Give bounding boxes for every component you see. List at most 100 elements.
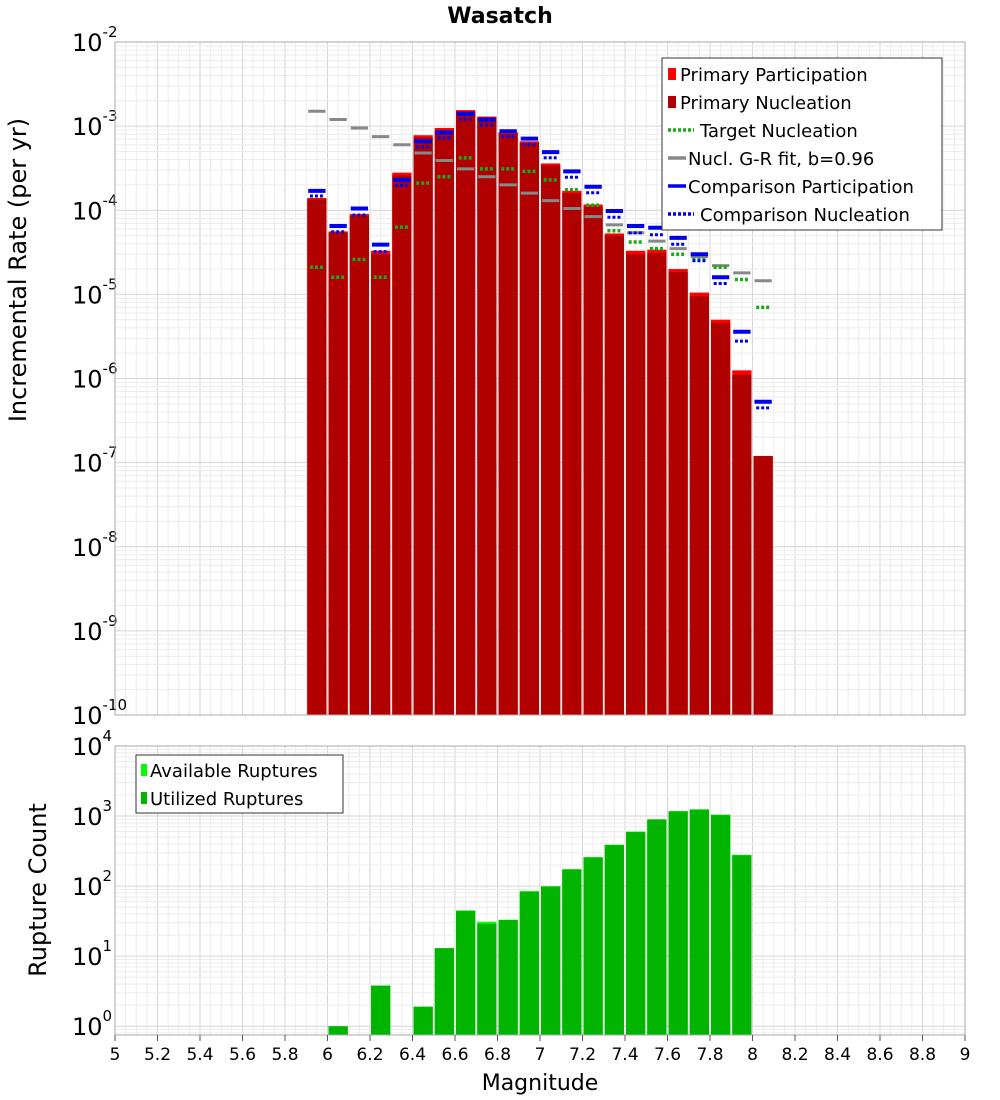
bar-utilized-ruptures: [413, 1006, 433, 1035]
y-tick-label: 103: [72, 797, 112, 831]
y-tick-label: 10-6: [72, 360, 118, 394]
bar-primary-nucleation: [583, 206, 603, 716]
y-tick-base: 10: [72, 943, 103, 971]
bar-primary-nucleation: [307, 199, 327, 716]
bar-primary-nucleation: [541, 165, 561, 716]
x-tick-label: 5: [110, 1045, 121, 1065]
y-tick-label: 100: [72, 1007, 112, 1041]
y-tick-exponent: 4: [103, 727, 113, 745]
markers: [308, 109, 772, 410]
bar-utilized-ruptures: [434, 948, 454, 1035]
y-tick-label: 10-3: [72, 107, 118, 141]
y-tick-exponent: -4: [103, 191, 118, 209]
bar-primary-nucleation: [328, 232, 348, 715]
bar-utilized-ruptures: [732, 855, 752, 1035]
y-tick-base: 10: [72, 450, 103, 478]
legend-swatch: [668, 96, 676, 108]
y-tick-exponent: 1: [103, 937, 113, 955]
y-tick-exponent: -9: [103, 612, 118, 630]
legend-label: Comparison Nucleation: [700, 205, 910, 226]
y-tick-base: 10: [72, 281, 103, 309]
legend-label: Primary Nucleation: [680, 93, 852, 114]
legend-label: Utilized Ruptures: [150, 789, 303, 810]
incremental-rate-panel: 10-1010-910-810-710-610-510-410-310-2Inc…: [4, 23, 966, 730]
y-tick-exponent: -5: [103, 275, 118, 293]
y-tick-label: 10-9: [72, 612, 118, 646]
bar-utilized-ruptures: [519, 891, 539, 1035]
bar-primary-nucleation: [477, 117, 497, 716]
legend-box: [135, 754, 344, 814]
chart-title: Wasatch: [447, 4, 553, 29]
legend-label: Available Ruptures: [150, 761, 318, 782]
y-tick-base: 10: [72, 113, 103, 141]
bar-primary-nucleation: [689, 296, 709, 715]
y-tick-base: 10: [72, 618, 103, 646]
bar-utilized-ruptures: [668, 811, 688, 1035]
y-tick-base: 10: [72, 733, 103, 761]
bar-utilized-ruptures: [689, 809, 709, 1035]
y-tick-base: 10: [72, 702, 103, 730]
x-tick-label: 6: [322, 1045, 333, 1065]
legend-label: Target Nucleation: [699, 121, 858, 142]
y-tick-base: 10: [72, 534, 103, 562]
bar-utilized-ruptures: [562, 869, 582, 1035]
bar-utilized-ruptures: [647, 819, 667, 1035]
bar-primary-nucleation: [668, 271, 688, 715]
legend-swatch: [141, 764, 147, 776]
legend-swatch: [668, 68, 676, 80]
y-tick-exponent: 0: [103, 1007, 113, 1025]
y-tick-exponent: 2: [103, 867, 113, 885]
x-tick-label: 8.4: [824, 1045, 851, 1065]
y-tick-exponent: -6: [103, 360, 118, 378]
bar-utilized-ruptures: [328, 1026, 348, 1035]
x-tick-label: 8: [747, 1045, 758, 1065]
legend-swatch: [141, 792, 147, 804]
y-tick-exponent: 3: [103, 797, 113, 815]
x-tick-label: 5.6: [229, 1045, 256, 1065]
x-tick-label: 5.4: [186, 1045, 213, 1065]
bar-primary-nucleation: [626, 254, 646, 715]
x-tick-label: 7.4: [611, 1045, 638, 1065]
legend-label: Comparison Participation: [688, 177, 914, 198]
y-tick-label: 10-2: [72, 23, 118, 57]
x-tick-label: 8.6: [866, 1045, 893, 1065]
y-tick-base: 10: [72, 873, 103, 901]
x-tick-label: 5.2: [144, 1045, 171, 1065]
x-tick-label: 6.8: [484, 1045, 511, 1065]
y-tick-base: 10: [72, 803, 103, 831]
y-tick-exponent: -3: [103, 107, 118, 125]
bar-primary-nucleation: [413, 137, 433, 715]
y-axis-label: Incremental Rate (per yr): [4, 118, 32, 422]
legend: Available Ruptures Utilized Ruptures: [135, 754, 344, 814]
bar-primary-nucleation: [456, 111, 476, 715]
bar-utilized-ruptures: [371, 985, 391, 1035]
legend-label: Nucl. G-R fit, b=0.96: [688, 149, 874, 170]
legend-box: [661, 57, 943, 231]
legend-label: Primary Participation: [680, 65, 868, 86]
x-tick-label: 7.6: [654, 1045, 681, 1065]
y-tick-label: 10-8: [72, 528, 118, 562]
y-tick-base: 10: [72, 29, 103, 57]
y-tick-exponent: -7: [103, 444, 118, 462]
y-tick-base: 10: [72, 366, 103, 394]
legend: Primary Participation Primary Nucleation T…: [661, 57, 943, 231]
x-tick-label: 6.2: [356, 1045, 383, 1065]
bar-primary-nucleation: [519, 143, 539, 715]
y-axis-label: Rupture Count: [24, 803, 52, 977]
x-tick-label: 7: [535, 1045, 546, 1065]
y-tick-base: 10: [72, 1013, 103, 1041]
bar-utilized-ruptures: [541, 886, 561, 1035]
y-tick-label: 102: [72, 867, 112, 901]
bar-utilized-ruptures: [477, 923, 497, 1035]
bar-utilized-ruptures: [498, 919, 518, 1035]
x-tick-label: 8.8: [909, 1045, 936, 1065]
x-tick-label: 5.8: [271, 1045, 298, 1065]
y-tick-label: 104: [72, 727, 112, 761]
plot-border: [114, 41, 966, 716]
bar-primary-nucleation: [371, 254, 391, 715]
y-tick-label: 101: [72, 937, 112, 971]
